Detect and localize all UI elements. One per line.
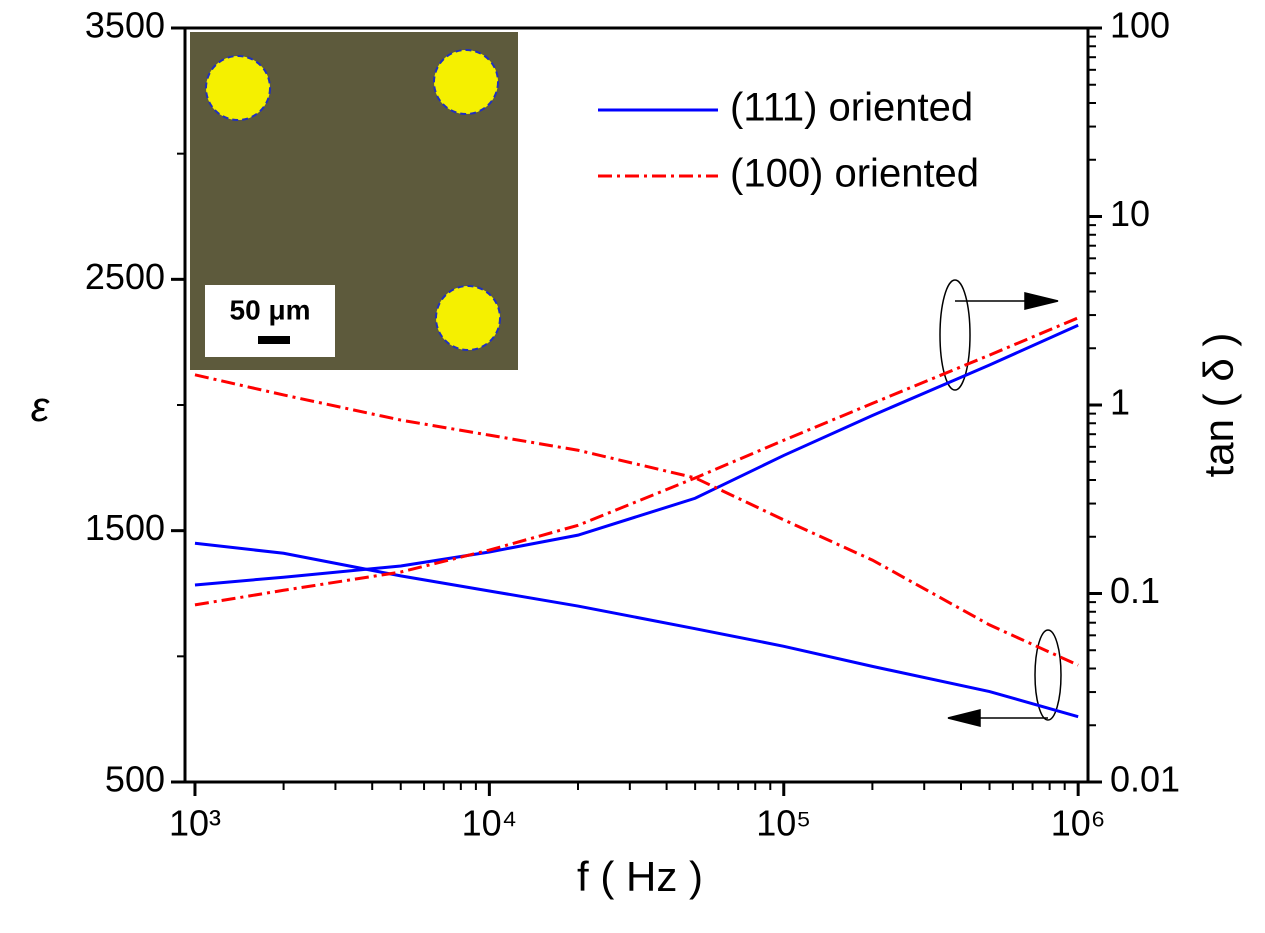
series-line (194, 373, 1079, 667)
arrowhead (1024, 292, 1059, 310)
legend-label: (100) oriented (730, 152, 979, 196)
y-tick-label: 3500 (85, 5, 165, 46)
y-tick-label: 2500 (85, 256, 165, 297)
electrode (435, 285, 501, 351)
y2-tick-label: 0.1 (1110, 570, 1160, 611)
y2-tick-label: 0.01 (1110, 759, 1180, 800)
series-line (194, 323, 1079, 587)
x-tick-label: 10⁶ (1051, 803, 1106, 844)
y-tick-label: 1500 (85, 507, 165, 548)
annotations (939, 279, 1062, 727)
x-tick-label: 10⁴ (462, 803, 518, 844)
inset-image: 50 μm (190, 32, 518, 370)
x-axis-label: f ( Hz ) (577, 853, 703, 900)
scale-bar (258, 336, 290, 344)
arrowhead (947, 709, 981, 727)
y-axis-label: ε (31, 383, 50, 430)
legend-label: (111) oriented (730, 86, 973, 130)
scale-box (205, 285, 335, 357)
y-tick-label: 500 (105, 759, 165, 800)
annotation-ellipse (939, 279, 971, 391)
scale-label: 50 μm (230, 294, 311, 325)
y2-tick-label: 100 (1110, 5, 1170, 46)
y2-tick-label: 1 (1110, 382, 1130, 423)
y2-tick-label: 10 (1110, 193, 1150, 234)
x-tick-label: 10³ (169, 803, 221, 844)
x-tick-label: 10⁵ (756, 803, 811, 844)
electrode (433, 49, 499, 115)
annotation-ellipse (1034, 629, 1062, 721)
y2-axis-label: tan ( δ ) (1195, 333, 1242, 478)
series-line (194, 541, 1079, 719)
electrode (205, 55, 271, 121)
